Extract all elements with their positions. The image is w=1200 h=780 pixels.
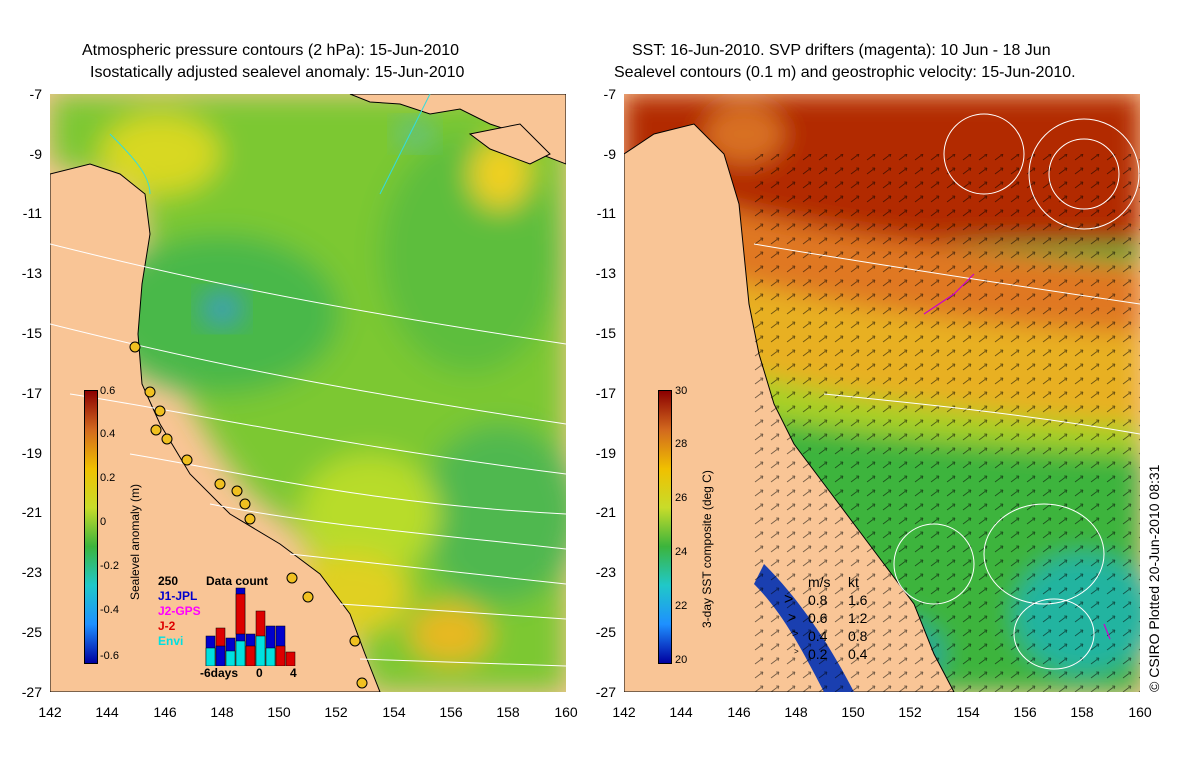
sst-colorbar xyxy=(658,390,672,664)
right-xtick: 144 xyxy=(669,704,693,720)
left-ytick: -23 xyxy=(21,564,42,580)
right-ytick: -27 xyxy=(595,684,616,700)
inset-xlabel-start: -6days xyxy=(200,666,239,680)
speed-row-2-ms: 0.4 xyxy=(808,628,828,644)
right-ytick: -7 xyxy=(603,86,616,102)
right-ytick: -9 xyxy=(603,146,616,162)
inset-legend-envi: Envi xyxy=(158,634,184,648)
right-xtick: 142 xyxy=(612,704,636,720)
arrow-icon: > xyxy=(784,591,794,608)
inset-legend-j1: J1-JPL xyxy=(158,589,198,603)
data-count-inset: 250 Data count J1-JPL J2-GPS J-2 Envi xyxy=(158,572,308,682)
left-ytick: -7 xyxy=(29,86,42,102)
right-map-panel: m/s kt > 0.8 1.6 > 0.6 1.2 > 0.4 0.8 > 0… xyxy=(624,94,1140,692)
right-ytick: -13 xyxy=(595,265,616,281)
sealevel-tick-2: 0.2 xyxy=(100,472,116,484)
left-xtick: 142 xyxy=(38,704,62,720)
arrow-icon: > xyxy=(792,628,799,640)
right-title-line1: SST: 16-Jun-2010. SVP drifters (magenta)… xyxy=(632,42,1051,59)
left-xtick: 148 xyxy=(210,704,234,720)
sealevel-tick-1: 0.4 xyxy=(100,428,116,440)
right-xtick: 154 xyxy=(956,704,980,720)
arrow-icon: > xyxy=(788,609,797,625)
speed-row-0-kt: 1.6 xyxy=(848,592,868,608)
sst-tick-4: 22 xyxy=(675,600,688,612)
right-ytick: -15 xyxy=(595,325,616,341)
inset-legend-j-2: J-2 xyxy=(158,619,176,633)
left-ytick: -25 xyxy=(21,624,42,640)
inset-ymax-label: 250 xyxy=(158,574,179,588)
speed-row-3-kt: 0.4 xyxy=(848,646,868,662)
left-ytick: -17 xyxy=(21,385,42,401)
left-ytick: -13 xyxy=(21,265,42,281)
right-ytick: -21 xyxy=(595,504,616,520)
right-ytick: -25 xyxy=(595,624,616,640)
sealevel-tick-5: -0.4 xyxy=(100,604,119,616)
right-xtick: 146 xyxy=(727,704,751,720)
sst-tick-5: 20 xyxy=(675,654,688,666)
right-ytick: -19 xyxy=(595,445,616,461)
sealevel-tick-6: -0.6 xyxy=(100,650,119,662)
arrow-icon: > xyxy=(794,647,799,656)
left-xtick: 160 xyxy=(554,704,578,720)
speed-row-2-kt: 0.8 xyxy=(848,628,868,644)
left-xtick: 152 xyxy=(324,704,348,720)
left-ytick: -21 xyxy=(21,504,42,520)
sealevel-tick-3: 0 xyxy=(100,516,107,528)
left-ytick: -15 xyxy=(21,325,42,341)
left-xtick: 144 xyxy=(95,704,119,720)
sealevel-tick-4: -0.2 xyxy=(100,560,119,572)
speed-row-3-ms: 0.2 xyxy=(808,646,828,662)
speed-row-1-ms: 0.6 xyxy=(808,610,828,626)
sst-tick-3: 24 xyxy=(675,546,688,558)
right-xtick: 148 xyxy=(784,704,808,720)
sealevel-anomaly-map xyxy=(50,94,566,692)
left-xtick: 150 xyxy=(267,704,291,720)
inset-xlabel-end: 4 xyxy=(290,666,297,680)
right-title-line2: Sealevel contours (0.1 m) and geostrophi… xyxy=(614,64,1076,81)
right-ytick: -11 xyxy=(596,205,616,221)
sst-tick-0: 30 xyxy=(675,385,688,397)
left-ytick: -19 xyxy=(21,445,42,461)
sealevel-colorbar xyxy=(84,390,98,664)
credit-text: © CSIRO Plotted 20-Jun-2010 08:31 xyxy=(1146,464,1162,692)
right-xtick: 160 xyxy=(1128,704,1152,720)
left-xtick: 158 xyxy=(496,704,520,720)
inset-xlabel-zero: 0 xyxy=(256,666,263,680)
speed-legend: m/s kt > 0.8 1.6 > 0.6 1.2 > 0.4 0.8 > 0… xyxy=(784,574,904,664)
inset-bars xyxy=(205,587,296,666)
sst-tick-2: 26 xyxy=(675,492,688,504)
left-ytick: -9 xyxy=(29,146,42,162)
left-xtick: 156 xyxy=(439,704,463,720)
right-xtick: 158 xyxy=(1070,704,1094,720)
right-xtick: 152 xyxy=(898,704,922,720)
inset-title: Data count xyxy=(206,574,269,588)
left-ytick: -11 xyxy=(22,205,42,221)
inset-legend-j2: J2-GPS xyxy=(158,604,201,618)
left-map-panel: 250 Data count J1-JPL J2-GPS J-2 Envi xyxy=(50,94,566,692)
left-xtick: 154 xyxy=(382,704,406,720)
sealevel-tick-0: 0.6 xyxy=(100,385,116,397)
right-xtick: 150 xyxy=(841,704,865,720)
right-ytick: -23 xyxy=(595,564,616,580)
right-ytick: -17 xyxy=(595,385,616,401)
speed-legend-header-kt: kt xyxy=(848,574,859,590)
sealevel-colorbar-title: Sealevel anomaly (m) xyxy=(128,483,142,600)
left-ytick: -27 xyxy=(21,684,42,700)
right-xtick: 156 xyxy=(1013,704,1037,720)
speed-legend-header-ms: m/s xyxy=(808,574,831,590)
left-title-line1: Atmospheric pressure contours (2 hPa): 1… xyxy=(82,42,460,59)
speed-row-1-kt: 1.2 xyxy=(848,610,868,626)
speed-row-0-ms: 0.8 xyxy=(808,592,828,608)
left-xtick: 146 xyxy=(153,704,177,720)
sst-tick-1: 28 xyxy=(675,438,688,450)
left-title-line2: Isostatically adjusted sealevel anomaly:… xyxy=(90,64,465,81)
sst-map xyxy=(624,94,1140,692)
sst-colorbar-title: 3-day SST composite (deg C) xyxy=(700,470,714,628)
